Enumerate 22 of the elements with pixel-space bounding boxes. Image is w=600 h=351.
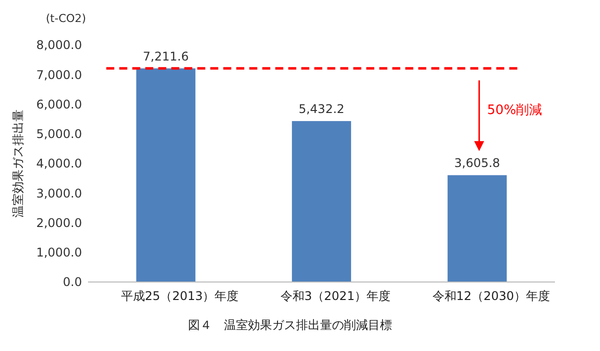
x-tick-label: 令和3（2021）年度 bbox=[280, 289, 391, 303]
y-tick-label: 6,000.0 bbox=[36, 97, 82, 112]
bar bbox=[292, 121, 352, 282]
text: (t-CO2) bbox=[46, 12, 86, 25]
y-tick-label: 8,000.0 bbox=[36, 38, 82, 52]
x-tick-label: 平成25（2013）年度 bbox=[120, 289, 239, 303]
data-label: 5,432.2 bbox=[298, 102, 344, 116]
x-tick-label: 令和12（2030）年度 bbox=[432, 289, 550, 303]
y-tick-label: 7,000.0 bbox=[36, 68, 82, 82]
y-tick-label: 1,000.0 bbox=[36, 246, 82, 260]
data-label: 3,605.8 bbox=[454, 156, 500, 170]
annotation: 50%削減 bbox=[487, 102, 542, 118]
bar bbox=[136, 68, 196, 282]
y-tick-label: 3,000.0 bbox=[36, 186, 82, 200]
y-axis-title: 温室効果ガス排出量 bbox=[11, 110, 25, 218]
y-tick-label: 4,000.0 bbox=[36, 156, 82, 171]
data-label: 7,211.6 bbox=[142, 49, 189, 64]
y-tick-label: 5,000.0 bbox=[36, 127, 82, 142]
text: 図４ 温室効果ガス排出量の削減目標 bbox=[188, 318, 392, 332]
bar bbox=[448, 175, 507, 282]
y-tick-label: 2,000.0 bbox=[36, 216, 82, 230]
y-tick-label: 0.0 bbox=[62, 275, 82, 290]
